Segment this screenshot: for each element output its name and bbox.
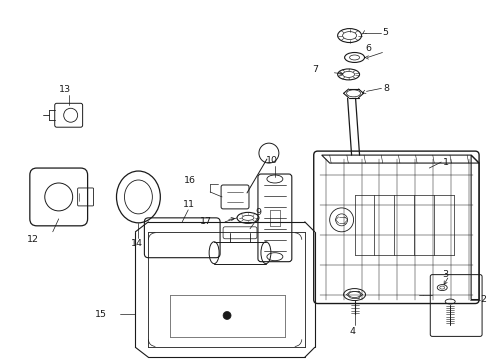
Text: 16: 16 [184, 176, 196, 185]
Text: 2: 2 [479, 295, 485, 304]
Text: 10: 10 [265, 156, 277, 165]
Text: 8: 8 [383, 84, 388, 93]
Text: 7: 7 [311, 65, 317, 74]
Text: 15: 15 [94, 310, 106, 319]
Text: 3: 3 [441, 270, 447, 279]
Text: 17: 17 [200, 217, 212, 226]
Text: 1: 1 [442, 158, 448, 167]
Text: 12: 12 [27, 235, 39, 244]
Circle shape [223, 311, 230, 319]
Text: 5: 5 [382, 28, 387, 37]
Text: 14: 14 [130, 239, 142, 248]
Text: 9: 9 [254, 208, 261, 217]
Text: 13: 13 [59, 85, 71, 94]
Text: 4: 4 [349, 327, 355, 336]
Text: 6: 6 [365, 44, 371, 53]
Text: 11: 11 [183, 201, 195, 210]
